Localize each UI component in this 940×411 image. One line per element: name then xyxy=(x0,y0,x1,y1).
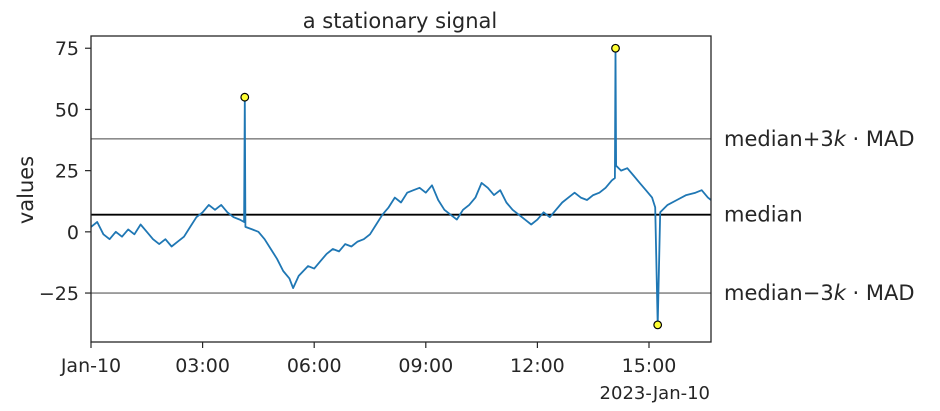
y-tick-label: 50 xyxy=(55,99,79,121)
plot-area xyxy=(90,35,712,343)
outlier-point xyxy=(240,92,250,102)
x-tick-label: 15:00 xyxy=(622,355,677,377)
y-tick-label: −25 xyxy=(39,283,79,305)
reference-line-label: median−3k · MAD xyxy=(724,281,915,305)
plot-frame xyxy=(90,35,712,343)
chart-title: a stationary signal xyxy=(303,9,498,33)
x-tick-label: 09:00 xyxy=(398,355,453,377)
y-axis-label: values xyxy=(14,156,38,224)
series-line xyxy=(90,47,712,326)
outlier-markers xyxy=(240,43,663,330)
y-tick-label: 75 xyxy=(55,38,79,60)
x-tick-label: Jan-10 xyxy=(60,355,121,377)
reference-line-labels: median+3k · MAD median median−3k · MAD xyxy=(724,127,915,305)
y-tick-label: 0 xyxy=(67,222,79,244)
reference-line-label: median xyxy=(724,203,803,227)
x-tick-label: 06:00 xyxy=(287,355,342,377)
y-axis-ticks: 75 50 25 0 −25 xyxy=(39,38,91,305)
reference-lines xyxy=(91,138,711,294)
series-group xyxy=(90,47,712,326)
x-tick-label: 03:00 xyxy=(175,355,230,377)
outlier-point xyxy=(611,43,620,53)
x-axis-offset-label: 2023-Jan-10 xyxy=(600,383,710,404)
reference-line-label: median+3k · MAD xyxy=(724,127,915,151)
outlier-point xyxy=(653,320,663,330)
x-tick-label: 12:00 xyxy=(510,355,565,377)
x-axis-ticks: Jan-10 03:00 06:00 09:00 12:00 15:00 xyxy=(60,342,677,377)
y-tick-label: 25 xyxy=(55,161,79,183)
